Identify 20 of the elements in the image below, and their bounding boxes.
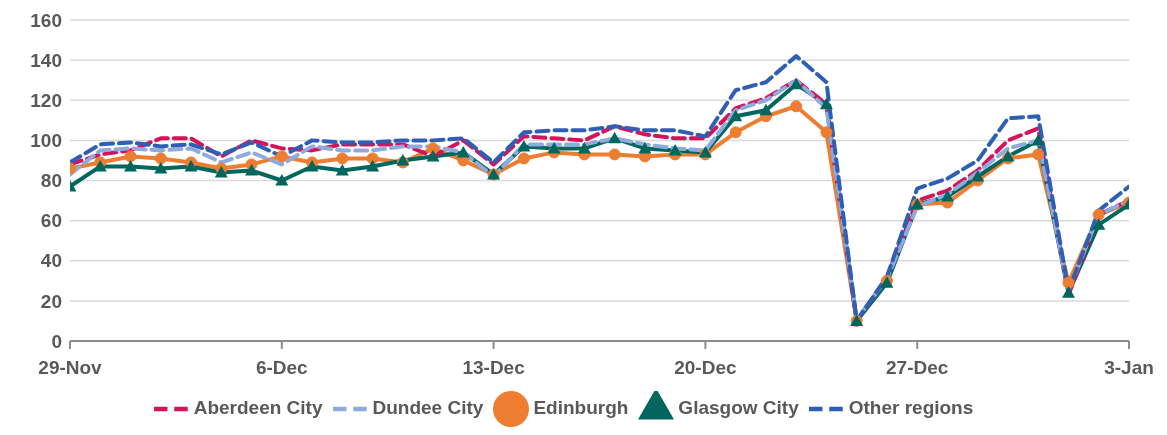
x-tick-label: 13-Dec bbox=[462, 357, 526, 379]
y-tick-label: 20 bbox=[40, 290, 62, 312]
y-tick-label: 120 bbox=[30, 90, 62, 111]
x-tick-label: 6-Dec bbox=[255, 357, 309, 379]
legend-label: Other regions bbox=[848, 397, 974, 419]
legend-label: Dundee City bbox=[372, 397, 484, 419]
y-tick-label: 140 bbox=[30, 49, 62, 71]
x-tick-label: 29-Nov bbox=[38, 357, 103, 379]
y-tick-label: 60 bbox=[40, 210, 62, 232]
x-tick-label: 27-Dec bbox=[886, 357, 949, 379]
y-tick-label: 0 bbox=[51, 330, 62, 352]
legend-label: Aberdeen City bbox=[193, 397, 323, 419]
y-tick-label: 160 bbox=[30, 9, 62, 31]
legend-label: Glasgow City bbox=[678, 397, 799, 419]
x-tick-label: 20-Dec bbox=[674, 357, 737, 379]
y-tick-label: 80 bbox=[40, 170, 62, 192]
x-tick-label: 3-Jan bbox=[1104, 357, 1154, 379]
legend-label: Edinburgh bbox=[533, 397, 629, 419]
y-tick-label: 100 bbox=[30, 130, 62, 152]
y-tick-label: 40 bbox=[40, 250, 62, 272]
